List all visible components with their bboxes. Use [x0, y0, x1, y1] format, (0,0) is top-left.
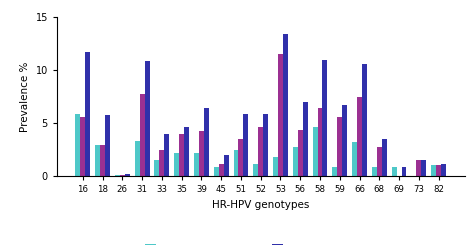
Bar — [125, 174, 130, 176]
Bar — [105, 115, 110, 176]
Bar — [115, 175, 120, 176]
Bar — [219, 164, 224, 176]
Bar — [298, 130, 303, 176]
Bar — [283, 34, 288, 176]
Bar — [81, 117, 85, 176]
Bar — [100, 145, 105, 176]
Bar — [135, 141, 140, 176]
Bar — [214, 167, 219, 176]
Bar — [401, 167, 407, 176]
Bar — [441, 164, 446, 176]
Bar — [357, 97, 362, 176]
Bar — [238, 139, 244, 176]
Bar — [372, 167, 377, 176]
Bar — [337, 117, 342, 176]
Bar — [392, 167, 397, 176]
Bar — [258, 126, 263, 176]
Bar — [174, 153, 179, 176]
Bar — [431, 165, 436, 176]
Bar — [293, 147, 298, 176]
Y-axis label: Prevalence %: Prevalence % — [20, 61, 30, 132]
Bar — [224, 155, 228, 176]
Bar — [95, 145, 100, 176]
Bar — [199, 131, 204, 176]
Bar — [342, 105, 347, 176]
Bar — [382, 139, 387, 176]
Bar — [140, 94, 145, 176]
Bar — [120, 175, 125, 176]
Bar — [273, 157, 278, 176]
Bar — [75, 114, 81, 176]
Bar — [377, 147, 382, 176]
Bar — [184, 126, 189, 176]
X-axis label: HR-HPV genotypes: HR-HPV genotypes — [212, 200, 310, 210]
Bar — [416, 160, 421, 176]
Bar — [303, 102, 308, 176]
Bar — [179, 134, 184, 176]
Bar — [234, 150, 238, 176]
Bar — [159, 150, 164, 176]
Bar — [204, 109, 209, 176]
Bar — [244, 114, 248, 176]
Legend: Single HPV infection, Multiple HPV infection, Overall prevalence: Single HPV infection, Multiple HPV infec… — [142, 242, 379, 245]
Bar — [263, 114, 268, 176]
Bar — [194, 153, 199, 176]
Bar — [312, 126, 318, 176]
Bar — [332, 167, 337, 176]
Bar — [145, 61, 149, 176]
Bar — [362, 64, 367, 176]
Bar — [164, 134, 169, 176]
Bar — [352, 142, 357, 176]
Bar — [421, 160, 426, 176]
Bar — [436, 165, 441, 176]
Bar — [253, 164, 258, 176]
Bar — [155, 160, 159, 176]
Bar — [85, 52, 90, 176]
Bar — [322, 60, 328, 176]
Bar — [278, 54, 283, 176]
Bar — [318, 109, 322, 176]
